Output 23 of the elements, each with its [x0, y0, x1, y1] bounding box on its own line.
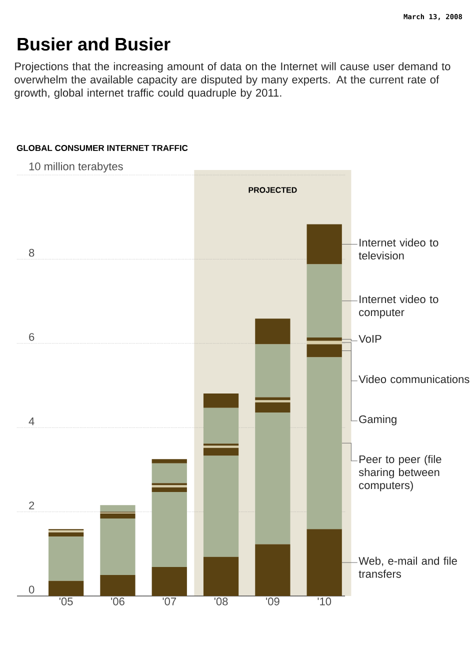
x-tick-label: '07 [162, 598, 176, 606]
text: GLOBAL CONSUMER INTERNET TRAFFIC [16, 145, 188, 152]
series-label: Peer to peer (file sharing between computers) [358, 455, 442, 492]
y-tick-label: 4 [28, 418, 34, 426]
x-tick-label: '06 [111, 598, 124, 606]
series-label: Internet video to television [358, 238, 438, 260]
x-tick-label: '10 [318, 598, 332, 606]
x-tick-label: '05 [59, 598, 73, 606]
x-tick-label: '08 [214, 598, 228, 606]
chart-title: Busier and Busier [18, 37, 170, 51]
series-label: Web, e-mail and file transfers [358, 556, 457, 578]
y-tick-label: 0 [28, 586, 34, 594]
y-tick-label: 10 million terabytes [29, 162, 123, 172]
y-tick-label: 6 [29, 333, 34, 341]
x-tick-label: '09 [266, 598, 280, 606]
band-label: PROJECTED [248, 187, 297, 193]
chart-subtitle: Projections that the increasing amount of data on the Internet will cause user demand to overwhelm the available capacity are disputed by many experts. At the current rate of growth, global internet traffic could quadruple by 2011. [14, 62, 450, 99]
y-tick-label: 2 [29, 502, 34, 510]
text: Gaming [359, 415, 396, 426]
series-label: Internet video to computer [359, 295, 438, 318]
series-label: VoIP [358, 335, 382, 343]
text: Video communications [358, 375, 470, 384]
y-tick-label: 8 [29, 248, 34, 257]
